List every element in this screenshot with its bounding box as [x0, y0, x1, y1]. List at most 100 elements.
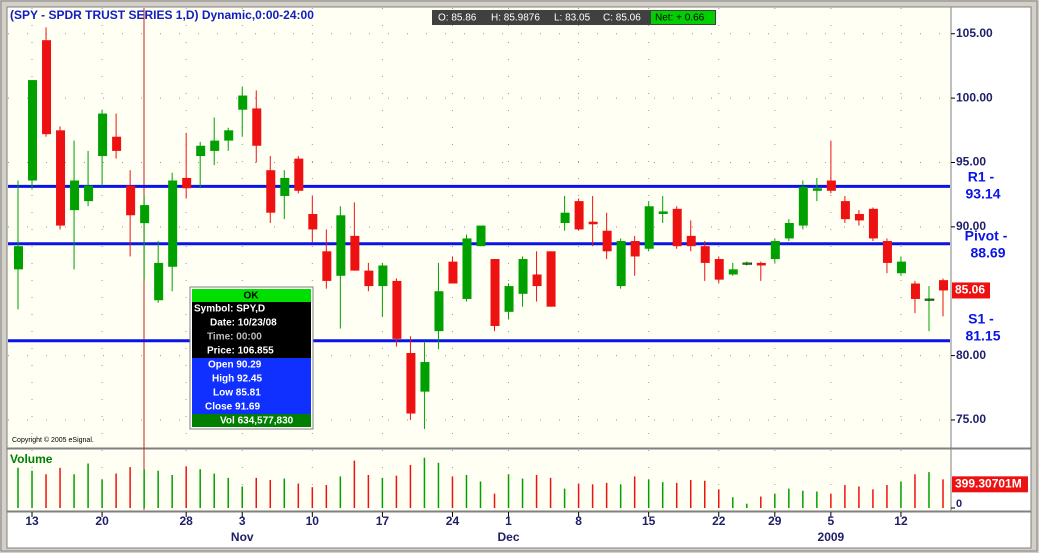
- candle-body: [882, 241, 892, 263]
- tooltip-value: Vol 634,577,830: [220, 416, 294, 427]
- candle-body: [168, 180, 178, 267]
- candle-body: [939, 280, 948, 291]
- candle-body: [756, 262, 766, 266]
- candle-body: [420, 362, 430, 392]
- candle-body: [84, 185, 94, 202]
- x-tick-label: 5: [828, 514, 835, 528]
- candle-body: [658, 211, 668, 214]
- tooltip-value: Close 91.69: [205, 402, 260, 413]
- volume-title: Volume: [10, 452, 53, 466]
- level-name: R1 -: [968, 169, 995, 185]
- ok-text[interactable]: OK: [244, 291, 260, 302]
- candle-body: [728, 269, 738, 275]
- copyright: Copyright © 2005 eSignal.: [12, 436, 94, 444]
- candle-body: [252, 108, 262, 146]
- y-tick-label: 95.00: [956, 155, 986, 169]
- tooltip-row: Price: 106.855: [207, 346, 274, 357]
- candle-body: [406, 353, 416, 414]
- candle-body: [476, 225, 486, 247]
- candle-body: [672, 208, 682, 247]
- candle-body: [210, 140, 220, 151]
- candle-body: [546, 251, 556, 307]
- y-tick-label: 75.00: [956, 412, 986, 426]
- candle-body: [462, 238, 472, 299]
- x-tick-label: 24: [446, 514, 460, 528]
- candle-body: [154, 262, 164, 301]
- price-axis: [950, 6, 1032, 449]
- candle-body: [770, 241, 780, 260]
- tooltip-value: Low 85.81: [213, 388, 261, 399]
- candle-body: [56, 130, 66, 226]
- x-tick-label: 29: [768, 514, 782, 528]
- x-tick-label: 8: [575, 514, 582, 528]
- tooltip-value: Open 90.29: [208, 360, 262, 371]
- last-price-label: 85.06: [955, 283, 985, 297]
- date-axis: [6, 511, 1032, 549]
- candle-body: [182, 177, 192, 189]
- candle-body: [588, 221, 598, 225]
- candle-body: [924, 298, 935, 301]
- month-label: 2009: [818, 530, 845, 544]
- quote-net: Net: + 0.66: [655, 13, 705, 24]
- volume-value-label: 399.30701M: [955, 477, 1022, 491]
- candle-body: [294, 158, 304, 191]
- month-label: Dec: [498, 530, 520, 544]
- net-box: [651, 11, 715, 24]
- candle-body: [434, 291, 444, 332]
- candle-body: [336, 215, 346, 276]
- chart-title: (SPY - SPDR TRUST SERIES 1,D) Dynamic,0:…: [10, 8, 314, 22]
- quote-low: L: 83.05: [554, 13, 591, 24]
- x-tick-label: 15: [642, 514, 656, 528]
- candle-body: [392, 280, 402, 339]
- tooltip-info: [192, 302, 311, 358]
- level-name: S1 -: [968, 311, 994, 327]
- candle-body: [742, 262, 753, 265]
- tooltip-row: Symbol: SPY,D: [194, 304, 265, 315]
- level-value: 88.69: [970, 245, 1005, 261]
- candle-body: [28, 80, 38, 181]
- candle-body: [826, 180, 836, 191]
- candle-body: [448, 261, 458, 284]
- tooltip-ohlc: [192, 358, 311, 414]
- candle-body: [98, 113, 108, 157]
- candle-body: [42, 40, 52, 135]
- candle-body: [700, 246, 710, 263]
- x-tick-label: 1: [505, 514, 512, 528]
- x-tick-label: 28: [180, 514, 194, 528]
- candle-body: [364, 270, 374, 287]
- x-tick-label: 12: [894, 514, 908, 528]
- candle-body: [910, 283, 920, 299]
- candle-body: [308, 213, 318, 230]
- volume-pane: [6, 448, 952, 512]
- candle-body: [532, 274, 542, 287]
- candle-body: [616, 241, 626, 287]
- quote-open: O: 85.86: [438, 13, 477, 24]
- candle-body: [490, 259, 500, 326]
- tooltip: OK Symbol: SPY,D Date: 10/23/08 Time: 00…: [189, 286, 314, 430]
- ok-button[interactable]: [192, 289, 311, 302]
- tooltip-vol: [192, 414, 311, 427]
- candle-body: [126, 185, 136, 216]
- y-tick-label: 105.00: [956, 26, 993, 40]
- candle-body: [112, 136, 122, 151]
- candle-body: [714, 259, 724, 280]
- level-value: 81.15: [965, 328, 1000, 344]
- tooltip-value: High 92.45: [212, 374, 262, 385]
- candle-body: [70, 180, 80, 211]
- x-tick-label: 10: [306, 514, 320, 528]
- y-tick-label: 100.00: [956, 90, 993, 104]
- tooltip-row: Time: 00:00: [207, 332, 262, 343]
- level-name: Pivot -: [965, 228, 1008, 244]
- candle-body: [630, 241, 640, 257]
- candle-body: [840, 201, 850, 220]
- candle-body: [224, 130, 234, 141]
- candle-body: [238, 95, 248, 110]
- candle-body: [280, 177, 290, 196]
- quote-bar: [432, 10, 716, 25]
- candle-body: [266, 170, 276, 213]
- candle-body: [868, 208, 878, 239]
- candle-body: [518, 259, 528, 294]
- candle-body: [784, 222, 794, 239]
- candle-body: [686, 235, 696, 247]
